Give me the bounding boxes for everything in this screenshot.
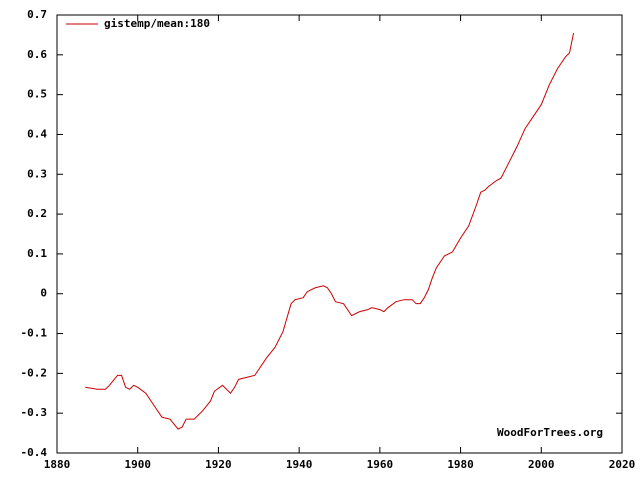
plot-frame xyxy=(56,14,623,454)
y-tick-label: 0.2 xyxy=(27,207,47,220)
line xyxy=(85,32,575,430)
x-tick-label: 1880 xyxy=(44,458,71,471)
x-tick-label: 2000 xyxy=(528,458,555,471)
x-tick-label: 1920 xyxy=(205,458,232,471)
y-tick-label: 0.1 xyxy=(27,247,47,260)
y-tick-label: 0.4 xyxy=(27,127,47,140)
x-tick-label: 1980 xyxy=(447,458,474,471)
x-tick-label: 1940 xyxy=(286,458,313,471)
y-tick-label: -0.2 xyxy=(21,366,48,379)
y-tick-label: 0 xyxy=(40,287,47,300)
legend-label: gistemp/mean:180 xyxy=(104,17,210,30)
y-tick-label: 0.5 xyxy=(27,88,47,101)
y-tick-label: -0.1 xyxy=(21,327,48,340)
y-tick-label: -0.4 xyxy=(21,446,48,459)
x-tick-label: 1960 xyxy=(367,458,394,471)
y-tick-label: 0.6 xyxy=(27,48,47,61)
x-tick-label: 2020 xyxy=(609,458,636,471)
x-tick-label: 1900 xyxy=(124,458,151,471)
y-tick-label: -0.3 xyxy=(21,406,48,419)
watermark: WoodForTrees.org xyxy=(497,426,603,439)
y-tick-label: 0.3 xyxy=(27,167,47,180)
y-tick-label: 0.7 xyxy=(27,8,47,21)
